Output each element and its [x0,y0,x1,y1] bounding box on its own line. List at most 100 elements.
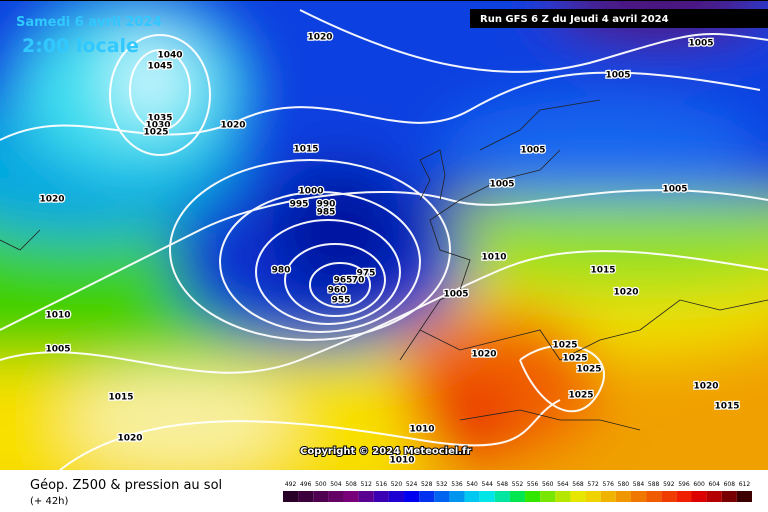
isobar-label: 1000 [298,187,323,197]
isobar-label: 1005 [489,180,514,190]
isobar-label: 1025 [576,365,601,375]
scale-swatch [404,491,420,502]
isobar-labels: 1020104010451035103010251020101510201000… [38,31,741,467]
scale-label: 588 [648,481,660,488]
scale-swatch [630,491,647,502]
scale-label: 516 [376,481,388,488]
scale-label: 608 [724,481,736,488]
isobar-label: 1020 [307,33,332,43]
scale-label: 508 [345,481,357,488]
scale-label: 524 [406,481,418,488]
scale-label: 504 [330,481,342,488]
isobar-label: 1035 [147,114,172,124]
scale-swatch [570,491,586,502]
isobar-label: 1020 [220,121,245,131]
isobar-label: 1020 [39,195,64,205]
isobar-label: 1020 [471,350,496,360]
isobar-label: 960 [328,286,347,296]
scale-swatch [525,491,541,502]
isobar-label: 1005 [45,345,70,355]
scale-label: 492 [285,481,297,488]
scale-swatch [388,491,405,502]
scale-swatch [434,491,450,502]
scale-swatch [736,491,752,502]
scale-swatch [721,491,737,502]
scale-swatch [313,491,329,502]
isobar-label: 1040 [157,51,182,61]
scale-label: 512 [360,481,372,488]
isobar-label: 1005 [688,39,713,49]
isobar-label: 1015 [293,145,318,155]
legend-title: Géop. Z500 & pression au sol [30,478,222,493]
lead-time: (+ 42h) [30,496,69,507]
isobar-label: 1025 [562,354,587,364]
scale-swatch [555,491,571,502]
isobar-label: 1020 [117,434,142,444]
scale-swatch [343,491,359,502]
scale-swatch [691,491,707,502]
scale-swatch [328,491,344,502]
scale-label: 568 [572,481,584,488]
time: 2:00 locale [22,35,139,57]
scale-label: 612 [739,481,751,488]
scale-swatch [449,491,465,502]
scale-label: 572 [587,481,599,488]
scale-label: 552 [512,481,524,488]
isobar-label: 1015 [108,393,133,403]
scale-label: 596 [678,481,690,488]
run-box [470,9,768,28]
isobar-label: 985 [317,208,336,218]
isobar-label: 1020 [693,382,718,392]
scale-label: 560 [542,481,554,488]
isobar-label: 1025 [143,128,168,138]
scale-swatch [706,491,722,502]
isobar-label: 965 [334,276,353,286]
isobar-label: 1005 [520,146,545,156]
isobar-label: 990 [317,200,336,210]
isobar-label: 1025 [552,341,577,351]
isobar-label: 980 [272,266,291,276]
isobar-label: 995 [290,200,309,210]
scale-label: 604 [708,481,720,488]
run-info: Run GFS 6 Z du Jeudi 4 avril 2024 [480,14,669,25]
isobar-label: 1005 [605,71,630,81]
isobar-label: 1010 [45,311,70,321]
scale-swatch [646,491,662,502]
isobar-label: 1005 [443,290,468,300]
scale-swatch [479,491,495,502]
color-scale: 492 496 500 504 508 512 516 520 524 528 532 536 540 5… [283,481,752,502]
scale-label: 532 [436,481,448,488]
date: Samedi 6 avril 2024 [16,15,162,30]
scale-swatch [373,491,389,502]
scale-swatch [540,491,556,502]
scale-label: 600 [693,481,705,488]
scale-label: 496 [300,481,312,488]
scale-label: 576 [603,481,615,488]
scale-label: 564 [557,481,569,488]
isobar-label: 1015 [590,266,615,276]
scale-swatch [509,491,526,502]
scale-label: 528 [421,481,433,488]
isobar-label: 970 [346,276,365,286]
scale-label: 500 [315,481,327,488]
scale-swatch [600,491,616,502]
scale-swatch [615,491,631,502]
scale-swatch [661,491,677,502]
scale-label: 556 [527,481,539,488]
isobar-label: 1015 [714,402,739,412]
scale-swatch [464,491,480,502]
isobar-label: 1010 [409,425,434,435]
coastlines [0,99,768,431]
isobar-label: 1010 [481,253,506,263]
isobar-label: 1020 [613,288,638,298]
isobar-label: 1030 [145,121,170,131]
scale-swatch [298,491,314,502]
scale-swatch [358,491,374,502]
isobar-label: 1010 [389,456,414,466]
scale-label: 544 [482,481,494,488]
scale-label: 548 [497,481,509,488]
scale-label: 536 [451,481,463,488]
isobars [0,9,768,470]
